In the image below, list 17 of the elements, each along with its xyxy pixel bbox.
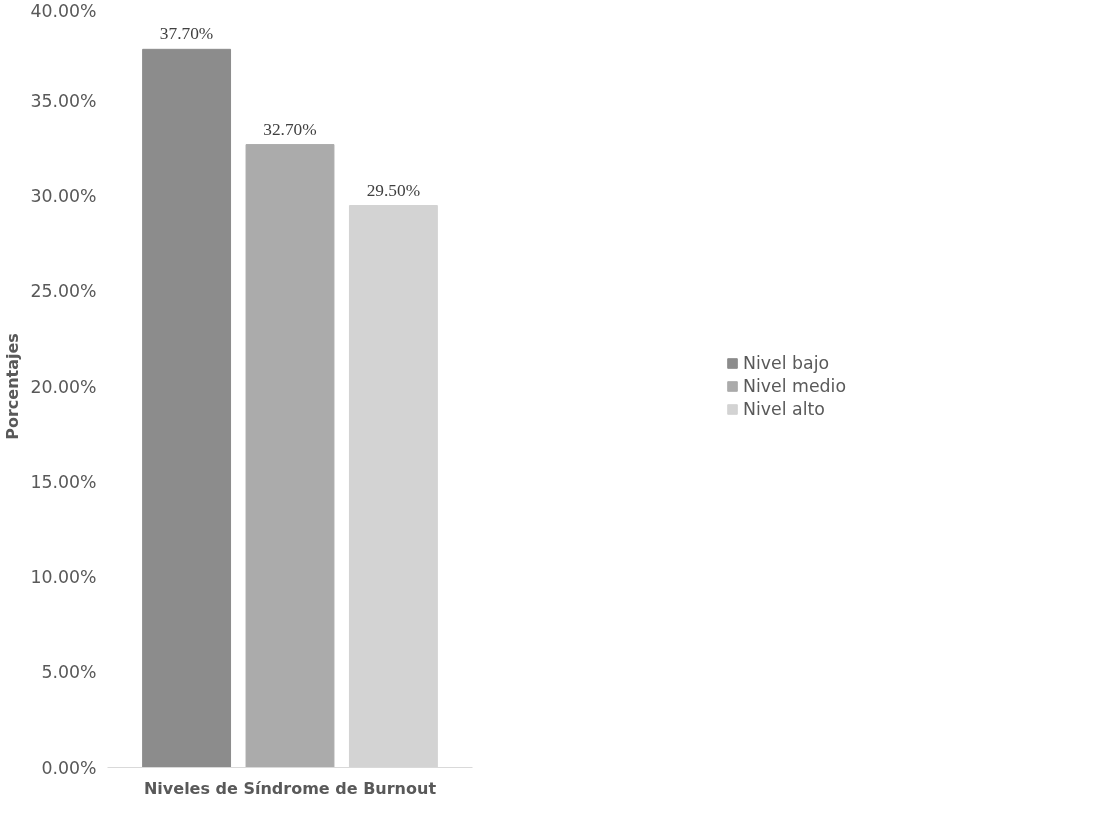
data-label: 29.50% (366, 180, 421, 200)
legend-label: Nivel medio (743, 376, 846, 396)
y-tick-label: 30.00% (30, 186, 97, 206)
data-label: 37.70% (159, 24, 214, 44)
legend-label: Nivel alto (743, 399, 825, 419)
y-tick-label: 40.00% (30, 0, 97, 21)
y-tick-label: 15.00% (30, 471, 97, 492)
y-axis-title: Porcentajes (3, 333, 23, 440)
y-tick-label: 5.00% (41, 662, 97, 683)
y-tick-label: 25.00% (30, 281, 97, 302)
legend-label: Nivel bajo (743, 353, 830, 373)
y-tick-label: 20.00% (30, 376, 97, 397)
y-tick-label: 0.00% (41, 757, 97, 778)
y-tick-label: 10.00% (30, 567, 97, 587)
x-axis-title: Niveles de Síndrome de Burnout (143, 778, 437, 798)
data-label: 32.70% (263, 119, 317, 139)
y-tick-label: 35.00% (30, 90, 97, 111)
